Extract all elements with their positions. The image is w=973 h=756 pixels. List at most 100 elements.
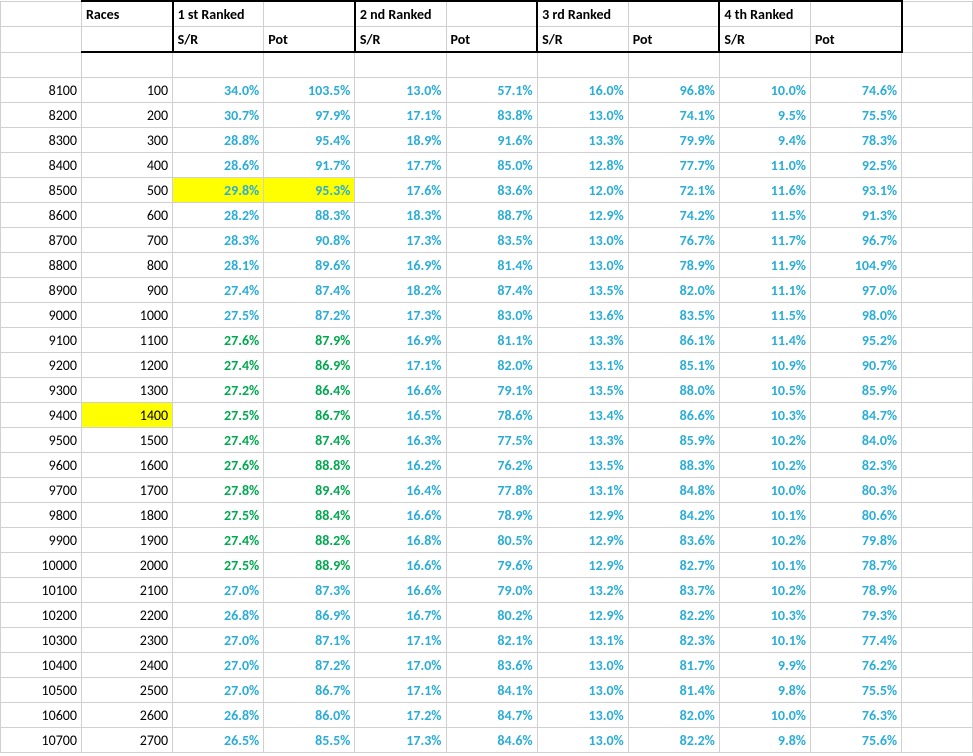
value-cell: 72.1% <box>628 178 719 203</box>
col-sr-1: S/R <box>355 27 446 53</box>
row-id: 8400 <box>1 153 82 178</box>
value-cell: 11.6% <box>719 178 810 203</box>
row-races: 200 <box>82 103 173 128</box>
value-cell: 82.2% <box>628 728 719 753</box>
value-cell: 88.8% <box>264 453 355 478</box>
table-row: 10500250027.0%86.7%17.1%84.1%13.0%81.4%9… <box>1 678 973 703</box>
value-cell: 13.5% <box>537 378 628 403</box>
row-races: 1000 <box>82 303 173 328</box>
value-cell: 79.0% <box>446 578 537 603</box>
value-cell: 97.0% <box>811 278 902 303</box>
value-cell: 11.1% <box>719 278 810 303</box>
row-races: 2200 <box>82 603 173 628</box>
value-cell: 18.2% <box>355 278 446 303</box>
value-cell: 85.5% <box>264 728 355 753</box>
value-cell: 34.0% <box>173 78 264 103</box>
value-cell: 76.7% <box>628 228 719 253</box>
value-cell: 86.1% <box>628 328 719 353</box>
value-cell: 98.0% <box>811 303 902 328</box>
row-races: 500 <box>82 178 173 203</box>
row-races: 400 <box>82 153 173 178</box>
value-cell: 82.0% <box>628 278 719 303</box>
table-row: 840040028.6%91.7%17.7%85.0%12.8%77.7%11.… <box>1 153 973 178</box>
row-id: 8600 <box>1 203 82 228</box>
row-races: 300 <box>82 128 173 153</box>
value-cell: 18.3% <box>355 203 446 228</box>
row-id: 9000 <box>1 303 82 328</box>
value-cell: 17.0% <box>355 653 446 678</box>
value-cell: 104.9% <box>811 253 902 278</box>
value-cell: 13.0% <box>355 78 446 103</box>
row-races: 1800 <box>82 503 173 528</box>
value-cell: 83.5% <box>628 303 719 328</box>
table-row: 820020030.7%97.9%17.1%83.8%13.0%74.1%9.5… <box>1 103 973 128</box>
value-cell: 27.6% <box>173 453 264 478</box>
value-cell: 27.4% <box>173 428 264 453</box>
value-cell: 17.6% <box>355 178 446 203</box>
value-cell: 11.4% <box>719 328 810 353</box>
value-cell: 80.3% <box>811 478 902 503</box>
value-cell: 78.9% <box>811 578 902 603</box>
value-cell: 17.1% <box>355 353 446 378</box>
col-sr-0: S/R <box>173 27 264 53</box>
table-row: 9600160027.6%88.8%16.2%76.2%13.5%88.3%10… <box>1 453 973 478</box>
value-cell: 12.9% <box>537 503 628 528</box>
value-cell: 17.7% <box>355 153 446 178</box>
value-cell: 87.4% <box>264 278 355 303</box>
table-row: 9400140027.5%86.7%16.5%78.6%13.4%86.6%10… <box>1 403 973 428</box>
value-cell: 16.9% <box>355 253 446 278</box>
value-cell: 86.9% <box>264 603 355 628</box>
table-row: 9100110027.6%87.9%16.9%81.1%13.3%86.1%11… <box>1 328 973 353</box>
value-cell: 9.8% <box>719 678 810 703</box>
col-group-2: 3 rd Ranked <box>537 1 628 27</box>
value-cell: 27.4% <box>173 528 264 553</box>
value-cell: 11.7% <box>719 228 810 253</box>
value-cell: 82.1% <box>446 628 537 653</box>
col-sr-3: S/R <box>719 27 810 53</box>
value-cell: 76.2% <box>446 453 537 478</box>
value-cell: 87.1% <box>264 628 355 653</box>
value-cell: 10.2% <box>719 528 810 553</box>
row-id: 8800 <box>1 253 82 278</box>
value-cell: 81.1% <box>446 328 537 353</box>
col-pot-3: Pot <box>811 27 902 53</box>
value-cell: 16.4% <box>355 478 446 503</box>
table-row: 870070028.3%90.8%17.3%83.5%13.0%76.7%11.… <box>1 228 973 253</box>
row-id: 8900 <box>1 278 82 303</box>
value-cell: 13.2% <box>537 578 628 603</box>
value-cell: 10.2% <box>719 453 810 478</box>
col-pot-2: Pot <box>628 27 719 53</box>
row-id: 9400 <box>1 403 82 428</box>
row-id: 9100 <box>1 328 82 353</box>
value-cell: 87.2% <box>264 303 355 328</box>
value-cell: 13.0% <box>537 228 628 253</box>
value-cell: 88.9% <box>264 553 355 578</box>
value-cell: 78.3% <box>811 128 902 153</box>
value-cell: 89.6% <box>264 253 355 278</box>
value-cell: 86.6% <box>628 403 719 428</box>
value-cell: 13.4% <box>537 403 628 428</box>
value-cell: 12.9% <box>537 528 628 553</box>
value-cell: 82.3% <box>811 453 902 478</box>
value-cell: 11.9% <box>719 253 810 278</box>
table-row: 10000200027.5%88.9%16.6%79.6%12.9%82.7%1… <box>1 553 973 578</box>
value-cell: 17.3% <box>355 228 446 253</box>
value-cell: 28.2% <box>173 203 264 228</box>
row-id: 9500 <box>1 428 82 453</box>
value-cell: 27.4% <box>173 353 264 378</box>
value-cell: 85.9% <box>811 378 902 403</box>
value-cell: 10.1% <box>719 628 810 653</box>
col-sr-2: S/R <box>537 27 628 53</box>
value-cell: 10.2% <box>719 578 810 603</box>
value-cell: 83.6% <box>446 653 537 678</box>
value-cell: 17.3% <box>355 303 446 328</box>
col-pot-1: Pot <box>446 27 537 53</box>
value-cell: 57.1% <box>446 78 537 103</box>
value-cell: 16.6% <box>355 553 446 578</box>
value-cell: 27.0% <box>173 578 264 603</box>
value-cell: 83.8% <box>446 103 537 128</box>
value-cell: 17.2% <box>355 703 446 728</box>
col-group-1: 2 nd Ranked <box>355 1 446 27</box>
value-cell: 27.5% <box>173 403 264 428</box>
value-cell: 86.9% <box>264 353 355 378</box>
